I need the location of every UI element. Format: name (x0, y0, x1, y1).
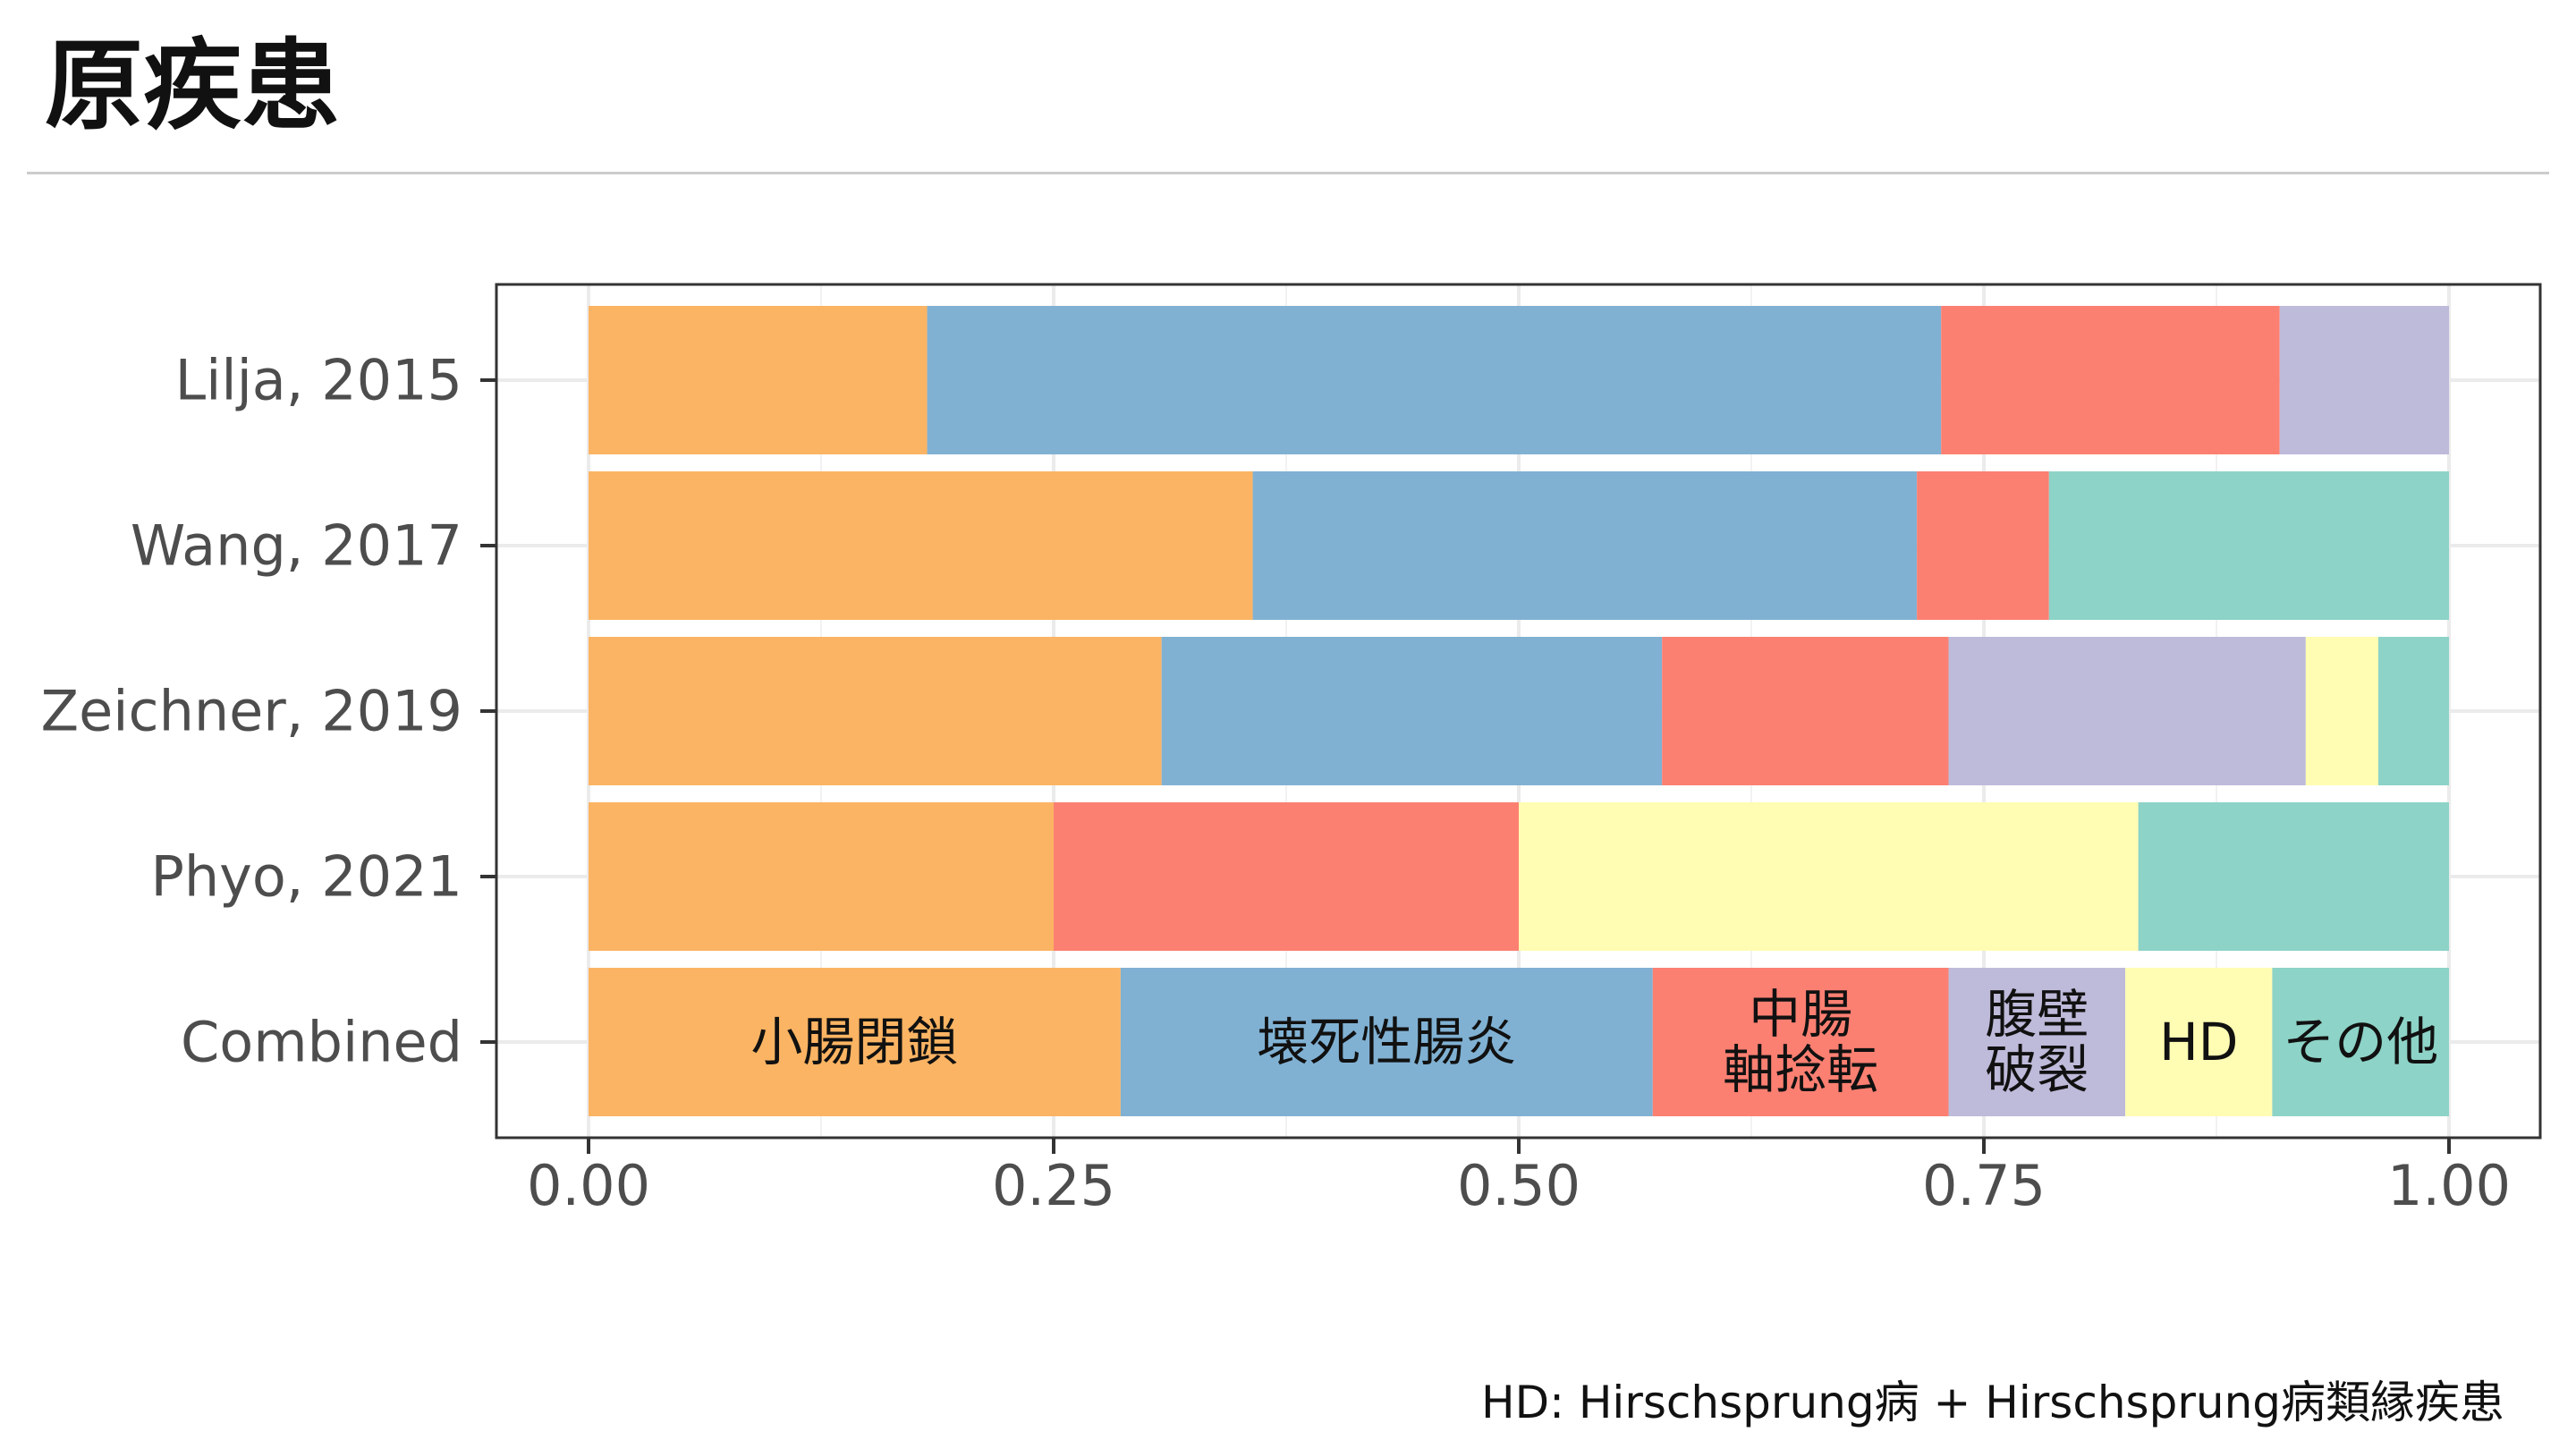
bar-segment (2279, 306, 2449, 454)
bar-segment (1519, 802, 2139, 951)
bar-segment (1941, 306, 2280, 454)
y-axis: Lilja, 2015 Wang, 2017 Zeichner, 2019 Phyo,… (41, 348, 496, 1075)
x-tick-label: 0.75 (1922, 1153, 2046, 1218)
bar-segment (589, 802, 1054, 951)
x-tick-label: 0.25 (992, 1153, 1115, 1218)
page-title: 原疾患 (45, 29, 340, 143)
footnote: HD: Hirschsprung病 + Hirschsprung病類縁疾患 (1481, 1377, 2504, 1428)
bar-segment (1120, 968, 1653, 1116)
bar-segment (1948, 968, 2126, 1116)
bar-segment (589, 637, 1162, 785)
x-axis: 0.00 0.25 0.50 0.75 1.00 (527, 1138, 2511, 1218)
bar-segment (2125, 968, 2273, 1116)
y-tick-label: Zeichner, 2019 (41, 679, 462, 744)
bar-segment (1161, 637, 1663, 785)
segment-label: 壊死性腸炎 (1257, 1012, 1516, 1072)
bar-segment (2305, 637, 2378, 785)
bar-segment (589, 306, 928, 454)
y-tick-label: Phyo, 2021 (150, 844, 462, 910)
bar-segment (1917, 471, 2049, 620)
y-tick-label: Wang, 2017 (131, 513, 462, 579)
x-tick-label: 0.50 (1457, 1153, 1580, 1218)
bar-segment (1252, 471, 1918, 620)
bar-segment (1662, 637, 1949, 785)
bar-segment (1054, 802, 1519, 951)
bar-segment (1652, 968, 1949, 1116)
x-tick-label: 0.00 (527, 1153, 650, 1218)
bar-segment (2377, 637, 2449, 785)
bar-segment (589, 968, 1121, 1116)
y-tick-label: Combined (181, 1010, 462, 1075)
bar-segment (2272, 968, 2449, 1116)
y-tick-label: Lilja, 2015 (175, 348, 462, 413)
title-divider (27, 172, 2549, 174)
bar-segment (2048, 471, 2449, 620)
bar-segment (2138, 802, 2449, 951)
bar-segment (927, 306, 1942, 454)
segment-label: 軸捻転 (1723, 1039, 1878, 1100)
bars (589, 306, 2449, 1116)
segment-label: その他 (2283, 1012, 2438, 1072)
bar-segment (1948, 637, 2306, 785)
segment-label: 破裂 (1985, 1039, 2089, 1100)
segment-label: 腹壁 (1985, 984, 2089, 1045)
bar-segment (589, 471, 1253, 620)
segment-label: HD (2159, 1012, 2238, 1072)
segment-label: 小腸閉鎖 (750, 1012, 958, 1072)
x-tick-label: 1.00 (2387, 1153, 2511, 1218)
segment-label: 中腸 (1749, 984, 1852, 1045)
